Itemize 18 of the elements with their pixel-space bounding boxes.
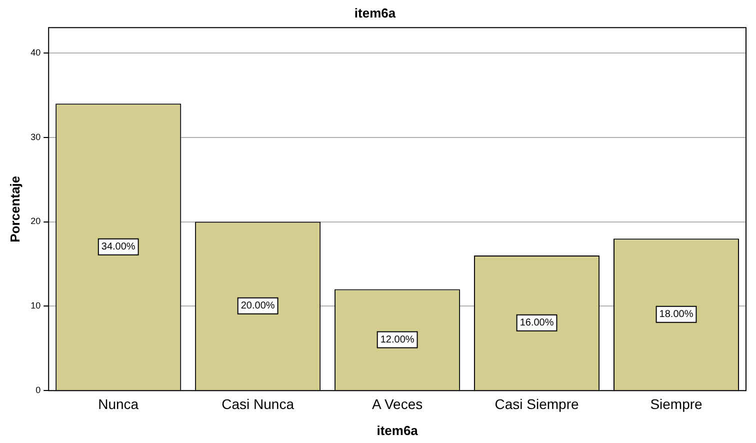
x-tick-label: Siempre	[650, 396, 703, 412]
y-axis-title: Porcentaje	[7, 176, 22, 242]
data-label: 20.00%	[240, 300, 275, 312]
x-tick-label: Casi Nunca	[222, 396, 294, 412]
y-tick-label: 0	[36, 385, 41, 396]
y-tick-label: 30	[30, 132, 41, 142]
x-axis-title: item6a	[376, 422, 419, 438]
data-label: 34.00%	[101, 242, 136, 253]
chart-title: item6a	[354, 5, 396, 20]
y-tick-label: 40	[30, 47, 41, 58]
x-tick-label: Casi Siempre	[494, 396, 580, 412]
data-label: 12.00%	[380, 334, 414, 346]
data-label: 16.00%	[520, 318, 554, 329]
y-tick-label: 20	[30, 216, 41, 226]
data-label: 18.00%	[659, 309, 694, 320]
x-tick-label: Nunca	[98, 396, 139, 412]
y-tick-label: 10	[30, 300, 41, 311]
x-tick-label: A Veces	[372, 396, 423, 412]
